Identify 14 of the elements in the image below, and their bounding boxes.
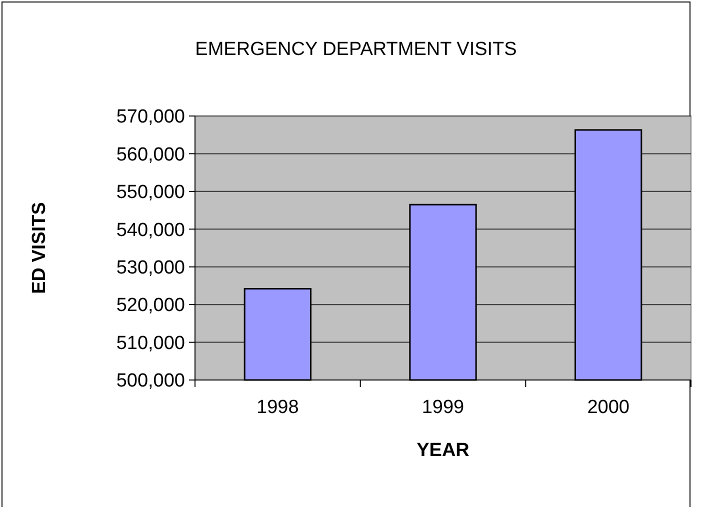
y-tick-label: 530,000 <box>116 258 185 279</box>
y-tick-label: 570,000 <box>116 106 185 128</box>
y-tick-label: 560,000 <box>116 144 185 166</box>
y-tick-label: 520,000 <box>116 295 185 316</box>
y-tick-label: 540,000 <box>116 220 185 241</box>
x-tick-label: 1999 <box>422 397 464 418</box>
x-axis-title: YEAR <box>416 440 470 461</box>
y-tick-label: 510,000 <box>116 332 185 354</box>
x-tick-label: 2000 <box>587 397 630 418</box>
y-tick-label: 500,000 <box>116 370 185 392</box>
x-tick-label: 1998 <box>256 397 299 418</box>
y-axis-title: ED VISITS <box>29 202 50 294</box>
chart-title: EMERGENCY DEPARTMENT VISITS <box>195 39 517 60</box>
y-tick-label: 550,000 <box>116 182 185 204</box>
